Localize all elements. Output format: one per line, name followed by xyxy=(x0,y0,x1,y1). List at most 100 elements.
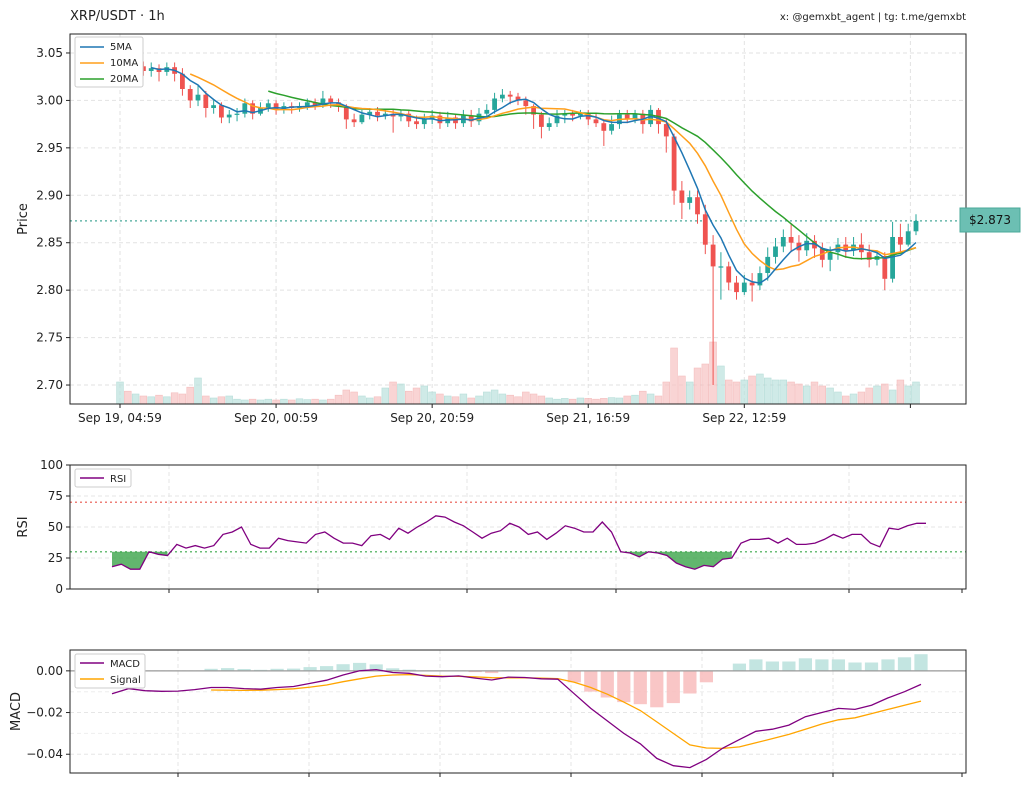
candle-body xyxy=(780,237,786,247)
volume-bar xyxy=(623,395,631,405)
volume-bar xyxy=(670,347,678,405)
ma5-line xyxy=(151,66,917,284)
candle-body xyxy=(585,113,591,120)
macd-histogram-bar xyxy=(881,659,895,671)
volume-bar xyxy=(303,399,311,405)
candle-body xyxy=(539,114,544,127)
volume-bar xyxy=(662,381,671,405)
signal-line xyxy=(211,673,922,750)
macd-ytick-label: −0.04 xyxy=(26,747,63,761)
candle-body xyxy=(148,68,154,71)
volume-bar xyxy=(904,385,912,405)
candle-body xyxy=(905,231,911,245)
volume-bar xyxy=(841,395,850,405)
volume-bar xyxy=(600,398,608,405)
volume-bar xyxy=(810,381,819,405)
volume-bar xyxy=(350,391,358,405)
price-ytick-label: 2.85 xyxy=(36,236,63,250)
candle-body xyxy=(382,113,388,116)
macd-histogram-bar xyxy=(831,659,845,671)
macd-histogram-bar xyxy=(567,670,581,683)
volume-bar xyxy=(326,398,335,405)
macd-histogram-bar xyxy=(584,670,598,692)
legend-macd-label: MACD xyxy=(110,659,140,670)
candle-body xyxy=(632,113,638,120)
volume-bar xyxy=(225,395,233,405)
candle-body xyxy=(554,115,560,124)
volume-bar xyxy=(272,399,280,405)
volume-bar xyxy=(404,390,413,405)
volume-bar xyxy=(834,391,842,405)
candle-body xyxy=(562,113,568,116)
candle-body xyxy=(773,246,778,257)
candle-body xyxy=(359,114,365,123)
price-xtick-label: Sep 20, 00:59 xyxy=(234,411,318,425)
candle-body xyxy=(913,220,919,232)
rsi-ytick-label: 25 xyxy=(48,551,63,565)
volume-bar xyxy=(763,377,772,405)
price-legend-box xyxy=(74,36,144,88)
volume-bar xyxy=(576,397,585,405)
price-ytick-label: 2.70 xyxy=(36,378,63,392)
volume-bar xyxy=(568,398,577,405)
volume-bar xyxy=(553,398,561,405)
volume-bar xyxy=(631,394,639,405)
volume-bar xyxy=(896,379,905,405)
candle-body xyxy=(687,197,693,203)
macd-histogram-bar xyxy=(617,670,631,703)
volume-bar xyxy=(693,367,702,405)
macd-axis-label: MACD xyxy=(9,692,24,731)
volume-bar xyxy=(428,391,436,405)
volume-bar xyxy=(248,398,257,405)
volume-bar xyxy=(685,381,694,405)
macd-histogram-bar xyxy=(204,668,218,671)
volume-bar xyxy=(209,397,218,405)
candle-body xyxy=(749,282,755,286)
rsi-legend: RSI xyxy=(74,468,132,488)
volume-bar xyxy=(233,398,241,405)
volume-bar xyxy=(178,393,187,405)
volume-bar xyxy=(202,395,210,405)
candle-body xyxy=(741,282,747,293)
volume-bar xyxy=(311,398,319,405)
price-ytick-label: 2.95 xyxy=(36,141,63,155)
macd-histogram-bar xyxy=(699,670,713,683)
candle-body xyxy=(695,197,700,215)
macd-histogram-bar xyxy=(897,657,912,671)
candle-body xyxy=(312,102,318,106)
volume-bar xyxy=(155,394,163,405)
candle-body xyxy=(398,113,404,117)
macd-histogram-bar xyxy=(633,670,647,705)
candle-body xyxy=(546,123,552,127)
candle-body xyxy=(328,98,334,103)
candle-body xyxy=(570,113,575,116)
candle-body xyxy=(187,89,193,101)
macd-histogram-bar xyxy=(914,654,928,671)
volume-bar xyxy=(654,395,663,405)
volume-bar xyxy=(475,395,483,405)
candle-body xyxy=(375,111,380,116)
candle-body xyxy=(898,237,903,245)
volume-bar xyxy=(748,375,756,405)
candle-body xyxy=(343,106,349,120)
macd-histogram-bar xyxy=(468,670,482,673)
candle-body xyxy=(757,273,763,286)
volume-bar xyxy=(467,397,475,405)
volume-bar xyxy=(545,397,553,405)
volume-bar xyxy=(802,385,811,405)
legend-5ma-label: 5MA xyxy=(110,42,132,53)
price-legend: 5MA 10MA 20MA xyxy=(74,36,144,88)
macd-histogram-bar xyxy=(650,670,664,708)
rsi-panel: 0 25 50 75 100 RSI xyxy=(16,458,967,596)
rsi-ytick-label: 100 xyxy=(40,458,63,472)
macd-histogram-bar xyxy=(749,659,763,671)
macd-ytick-label: 0.00 xyxy=(36,664,63,678)
volume-bar xyxy=(280,398,288,405)
volume-bar xyxy=(717,365,725,405)
volume-bar xyxy=(389,381,397,405)
volume-bar xyxy=(646,393,655,405)
legend-20ma-label: 20MA xyxy=(110,74,138,85)
candle-body xyxy=(429,115,435,120)
volume-bar xyxy=(888,389,897,405)
volume-bar xyxy=(459,393,468,405)
